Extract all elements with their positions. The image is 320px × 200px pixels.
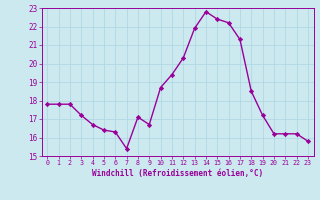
X-axis label: Windchill (Refroidissement éolien,°C): Windchill (Refroidissement éolien,°C)	[92, 169, 263, 178]
